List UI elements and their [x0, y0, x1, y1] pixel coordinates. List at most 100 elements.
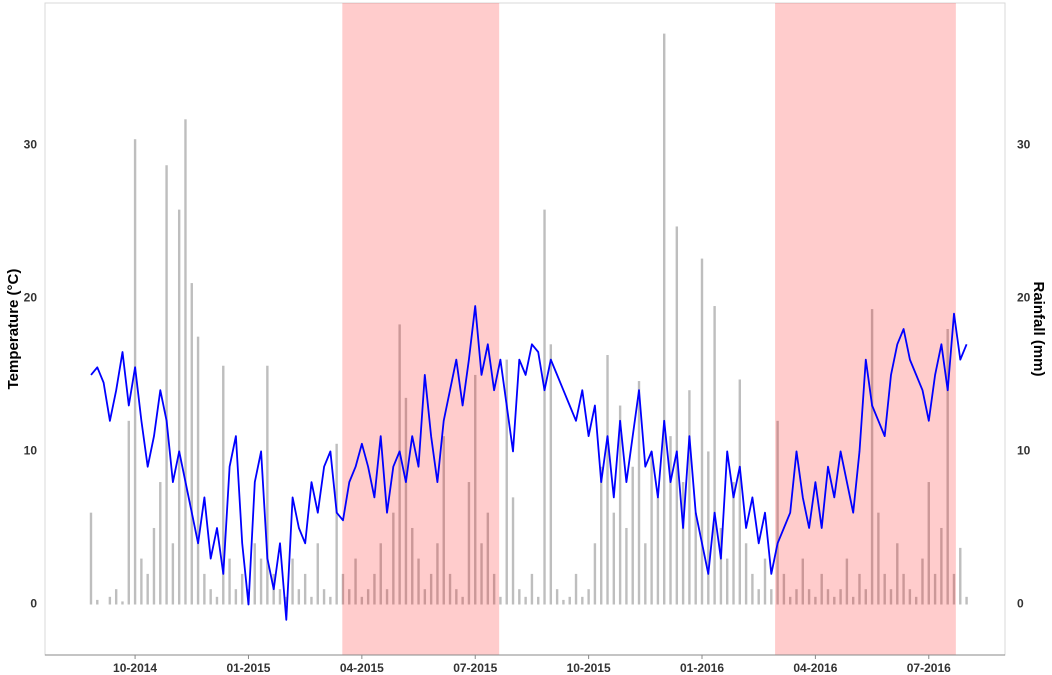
- rain-bar: [448, 573, 452, 605]
- rain-bar: [152, 527, 156, 605]
- rain-bar: [562, 599, 565, 605]
- x-tick-label: 07-2016: [907, 661, 951, 675]
- rain-bar: [348, 589, 351, 605]
- rain-bar: [429, 573, 433, 605]
- rain-bar: [316, 543, 319, 605]
- rain-bar: [442, 436, 445, 605]
- rain-bar: [423, 589, 427, 605]
- rain-bar: [902, 573, 905, 605]
- rain-bar: [776, 420, 779, 605]
- rain-bar: [807, 589, 811, 605]
- rain-bar: [259, 558, 263, 605]
- rain-bar: [366, 589, 370, 605]
- rain-bar: [631, 466, 634, 605]
- rain-bar: [322, 589, 326, 605]
- rain-bar: [587, 589, 590, 605]
- rain-bar: [946, 329, 949, 605]
- rain-bar: [253, 543, 256, 605]
- x-tick-label: 10-2014: [113, 661, 157, 675]
- labels: 0 10 20 30 0 10 20 30 10-2014 01-2015 04-2015 07-20…: [24, 138, 1031, 675]
- rain-bar: [851, 596, 855, 605]
- rain-bar: [177, 209, 181, 605]
- rain-bar: [814, 596, 817, 605]
- rain-bar: [726, 558, 729, 605]
- rain-bar: [190, 283, 193, 605]
- rain-bar: [417, 558, 420, 605]
- rain-bar: [455, 589, 458, 605]
- rain-bar: [914, 596, 918, 605]
- rain-bar: [411, 527, 414, 605]
- rain-bar: [694, 512, 697, 605]
- rain-bar: [839, 589, 842, 605]
- rain-bar: [360, 596, 364, 605]
- rain-bar: [505, 359, 508, 605]
- rain-bar: [461, 596, 464, 605]
- rain-bar: [196, 336, 200, 605]
- lines: [90, 305, 968, 621]
- rain-bar: [606, 355, 609, 605]
- rain-bar: [329, 596, 332, 605]
- rain-bar: [385, 589, 389, 605]
- rain-bar: [744, 543, 748, 605]
- shaded-period: [342, 3, 500, 655]
- rain-bar: [933, 573, 937, 605]
- rain-bar: [373, 573, 376, 605]
- rain-bar: [184, 119, 187, 605]
- rain-bar: [574, 573, 578, 605]
- temperature-line: [90, 305, 968, 621]
- rain-bar: [820, 573, 823, 605]
- rain-bar: [940, 527, 943, 605]
- rain-bar: [291, 558, 294, 605]
- rain-bar: [959, 547, 962, 605]
- rain-bar: [675, 226, 679, 605]
- rain-bar: [770, 589, 773, 605]
- rain-bar: [96, 599, 99, 605]
- rain-bar: [719, 527, 723, 605]
- rain-bar: [826, 589, 830, 605]
- rain-bar: [965, 596, 968, 605]
- rain-bar: [474, 374, 477, 605]
- x-tick-label: 01-2016: [680, 661, 724, 675]
- rain-bar: [127, 420, 130, 605]
- rain-bar: [782, 573, 786, 605]
- rain-bar: [751, 573, 754, 605]
- rain-bar: [140, 558, 143, 605]
- rain-bar: [436, 543, 439, 605]
- rain-bar: [568, 596, 571, 605]
- rain-bar: [165, 165, 168, 605]
- rain-bar: [108, 596, 112, 605]
- rain-bar: [114, 589, 118, 605]
- rain-bar: [467, 482, 471, 605]
- rain-bar: [908, 589, 912, 605]
- rain-bar: [663, 33, 666, 605]
- y2-tick-label: 20: [1017, 291, 1031, 305]
- rain-bar: [700, 258, 704, 605]
- rain-bar: [738, 379, 742, 605]
- rain-bar: [310, 596, 313, 605]
- rain-bar: [845, 558, 849, 605]
- rain-bar: [335, 443, 338, 605]
- rain-bar: [833, 596, 836, 605]
- rain-bar: [877, 512, 880, 605]
- rain-bar: [858, 573, 861, 605]
- rain-bar: [524, 596, 527, 605]
- rain-bar: [870, 309, 874, 605]
- rain-bar: [89, 512, 93, 605]
- y-tick-label: 0: [30, 597, 37, 611]
- x-tick-label: 04-2016: [793, 661, 837, 675]
- rain-bar: [486, 512, 490, 605]
- rain-bar: [228, 558, 231, 605]
- rain-bar: [511, 497, 515, 605]
- rain-bar: [303, 573, 307, 605]
- y2-tick-label: 30: [1017, 138, 1031, 152]
- rain-bar: [492, 573, 496, 605]
- rain-bar: [927, 482, 930, 605]
- rain-bar: [278, 589, 282, 605]
- rain-bar: [600, 466, 603, 605]
- rain-bar: [222, 365, 225, 605]
- rain-bar: [537, 596, 540, 605]
- rain-bar: [209, 589, 212, 605]
- x-tick-label: 10-2015: [567, 661, 611, 675]
- rain-bar: [121, 601, 124, 605]
- rain-bar: [581, 596, 584, 605]
